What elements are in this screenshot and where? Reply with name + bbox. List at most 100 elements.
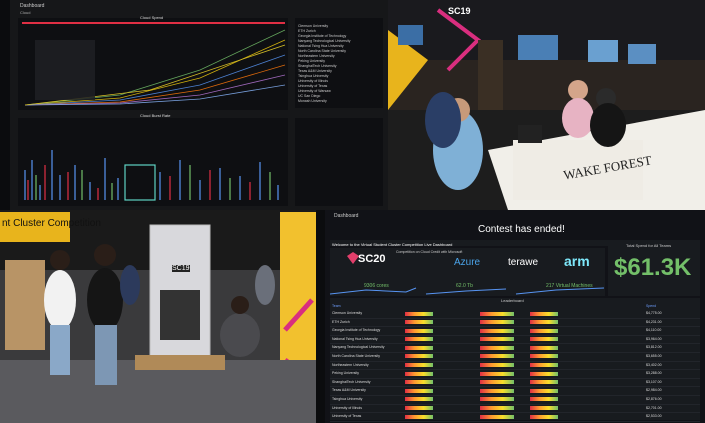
spend: $2,701.00 [646,405,662,410]
heading: Contest has ended! [478,224,565,235]
photo: nt Cluster Competition SC19 [0,210,316,423]
gauge-bar [405,371,433,376]
stat: 9306 cores [364,283,389,289]
sign-text: SC19 [172,265,190,272]
team-name: University of Illinois [298,79,328,83]
leaderboard-row: University of Illinois $2,701.00 [330,405,700,414]
spend: $2,876.00 [646,396,662,401]
panel-title: Cloud Burst Rate [140,113,171,118]
gauge-bar [480,328,514,333]
leaderboard-row: North Carolina State University $3,655.00 [330,353,700,362]
team-name: University of Illinois [332,405,362,410]
dashboard-graphics [0,0,383,210]
gauge-bar [530,397,558,402]
team-list: Clemson University ETH Zurich Georgia Inst… [298,24,382,104]
gauge-bar [480,371,514,376]
stat: 62.0 Tb [456,283,473,289]
spend: $2,984.00 [646,388,662,393]
breadcrumb: Dashboard [20,3,45,9]
team-name: Northeastern University [298,54,335,58]
team-name: Clemson University [298,24,329,28]
team-name: Nanyang Technological University [332,345,385,350]
gauge-bar [480,363,514,368]
sign-text: SC19 [448,6,471,16]
column-header: Spend [646,304,657,308]
leaderboard-row: Nanyang Technological University $3,812.0… [330,344,700,353]
gauge-bar [480,320,514,325]
spend: $3,812.00 [646,345,662,350]
gauge-bar [480,337,514,342]
gauge-bar [480,397,514,402]
team-name: National Tsing Hua University [298,44,344,48]
folder: Cloud [20,10,31,15]
gauge-bar [405,345,433,350]
team-name: National Tsing Hua University [332,336,378,341]
gauge-bar [530,388,558,393]
gauge-bar [405,380,433,385]
team-name: UC San Diego [298,94,321,98]
gauge-bar [530,363,558,368]
dashboard-screenshot: Dashboard Cloud Cloud Spend Cloud Burst … [0,0,388,210]
leaderboard-row: Northeastern University $3,402.00 [330,362,700,371]
gauge-bar [405,414,433,419]
sign-text: nt Cluster Competition [2,218,101,229]
team-name: Peking University [298,59,326,63]
gauge-bar [405,406,433,411]
gauge-bar [530,311,558,316]
gauge-bar [480,354,514,359]
spend: $3,107.00 [646,379,662,384]
gauge-bar [530,380,558,385]
logo: arm [564,253,590,269]
team-name: ShanghaiTech University [332,379,371,384]
gauge-bar [405,311,433,316]
logo: SC20 [358,253,386,265]
team-name: University of Warsaw [298,89,331,93]
team-name: Texas A&M University [298,69,332,73]
team-name: Clemson University [332,311,363,315]
gauge-bar [530,320,558,325]
leaderboard-row: Georgia Institute of Technology $4,110.00 [330,327,700,336]
gauge-bar [405,328,433,333]
leaderboard-row: Peking University $3,288.00 [330,370,700,379]
team-name: North Carolina State University [332,353,381,358]
team-name: Tsinghua University [332,396,363,401]
spend: $3,964.00 [646,336,662,341]
gauge-bar [530,337,558,342]
gauge-bar [480,380,514,385]
gauge-bar [530,371,558,376]
leaderboard-row: Clemson University $4,775.00 [330,310,700,319]
spend: $4,775.00 [646,311,662,315]
team-name: University of Texas [332,414,362,419]
spend: $3,288.00 [646,371,662,376]
leaderboard-row: University of Texas $2,533.00 [330,413,700,422]
spend: $4,231.00 [646,319,662,324]
spend: $2,533.00 [646,414,662,419]
team-name: ETH Zurich [298,29,316,33]
team-name: Georgia Institute of Technology [332,328,381,333]
team-name: North Carolina State University [298,49,347,53]
gauge-bar [480,345,514,350]
total-value: $61.3K [614,254,692,281]
breadcrumb: Dashboard [334,213,359,219]
dashboard-screenshot: Dashboard Contest has ended! Welcome to … [316,210,705,423]
panel-title: Cloud Spend [140,15,164,20]
leaderboard-row: National Tsing Hua University $3,964.00 [330,336,700,345]
gauge-bar [405,320,433,325]
spend: $3,402.00 [646,362,662,367]
team-name: University of Texas [298,84,328,88]
leaderboard-row: ETH Zurich $4,231.00 [330,319,700,328]
column-header: Team [332,304,341,308]
team-name: Peking University [332,371,360,376]
team-name: Texas A&M University [332,388,366,393]
logo: Azure [454,257,481,268]
team-name: Georgia Institute of Technology [298,34,347,38]
photo-scene [0,210,316,423]
photo-scene [388,0,705,210]
gauge-bar [480,388,514,393]
spend: $4,110.00 [646,328,662,333]
gauge-bar [405,388,433,393]
gauge-bar [480,406,514,411]
gauge-bar [530,328,558,333]
gauge-bar [530,345,558,350]
total-label: Total Spend for All Teams [626,243,672,248]
